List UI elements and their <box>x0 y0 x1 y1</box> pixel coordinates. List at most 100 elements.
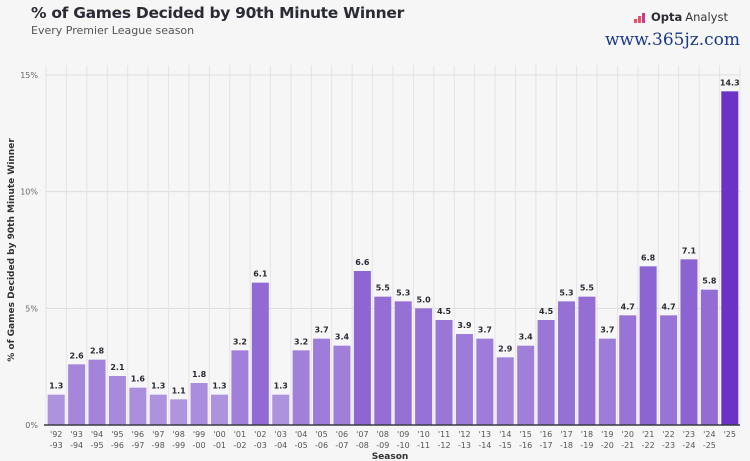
bar <box>476 338 494 425</box>
x-tick-label: -00 <box>193 441 206 450</box>
x-tick-label: '16 <box>540 430 552 439</box>
bar <box>170 399 188 425</box>
x-tick-label: -20 <box>601 441 614 450</box>
x-tick-label: '00 <box>213 430 225 439</box>
x-tick-label: '99 <box>193 430 205 439</box>
x-tick-label: '02 <box>254 430 266 439</box>
x-tick-label: '92 <box>50 430 62 439</box>
x-tick-label: -94 <box>70 441 83 450</box>
bar-value-label: 5.0 <box>417 295 432 304</box>
x-tick-label: -22 <box>642 441 655 450</box>
bar <box>68 364 86 425</box>
x-tick-label: -02 <box>233 441 246 450</box>
bar-value-label: 3.2 <box>294 337 308 346</box>
x-tick-label: -97 <box>131 441 144 450</box>
x-tick-label: '22 <box>662 430 674 439</box>
bar <box>47 394 65 425</box>
bar-value-label: 4.5 <box>437 307 452 316</box>
x-tick-label: -01 <box>213 441 226 450</box>
x-tick-label: -03 <box>254 441 267 450</box>
x-tick-label: '08 <box>377 430 389 439</box>
x-tick-label: '01 <box>234 430 246 439</box>
y-tick-label: 5% <box>25 304 38 313</box>
x-tick-label: '05 <box>315 430 327 439</box>
bar <box>619 315 637 425</box>
x-tick-label: -15 <box>499 441 512 450</box>
opta-analyst-logo: Opta Analyst <box>634 10 728 24</box>
bar <box>537 320 555 425</box>
x-tick-label: '95 <box>111 430 123 439</box>
bar-value-label: 3.7 <box>600 326 614 335</box>
x-axis-title: Season <box>372 452 409 461</box>
x-tick-label: -04 <box>274 441 287 450</box>
y-tick-label: 15% <box>20 71 38 80</box>
bar <box>333 345 351 425</box>
x-tick-label: -17 <box>540 441 553 450</box>
x-tick-label: -10 <box>397 441 410 450</box>
x-tick-label: -13 <box>458 441 471 450</box>
bar-value-label: 1.8 <box>192 370 207 379</box>
chart-subtitle: Every Premier League season <box>31 24 195 37</box>
bar-value-label: 3.2 <box>233 337 247 346</box>
x-tick-label: -95 <box>90 441 103 450</box>
logo-bars-icon <box>634 13 646 23</box>
x-tick-label: '20 <box>622 430 634 439</box>
x-tick-label: '10 <box>417 430 429 439</box>
bar-value-label: 5.3 <box>396 288 410 297</box>
x-tick-label: '04 <box>295 430 307 439</box>
brand-light: Analyst <box>685 10 728 24</box>
bar-value-label: 1.6 <box>131 375 146 384</box>
bar <box>517 345 535 425</box>
x-tick-label: '15 <box>519 430 531 439</box>
bar-value-label: 5.8 <box>702 277 717 286</box>
x-tick-label: '13 <box>479 430 491 439</box>
bar <box>598 338 616 425</box>
bar <box>639 266 657 425</box>
bar <box>129 387 147 425</box>
bar <box>496 357 514 425</box>
x-tick-label: '98 <box>172 430 184 439</box>
x-tick-label: -93 <box>50 441 63 450</box>
x-tick-label: '03 <box>275 430 287 439</box>
chart-title: % of Games Decided by 90th Minute Winner <box>31 4 404 22</box>
bar <box>558 301 575 425</box>
bar <box>190 383 208 425</box>
x-tick-label: -96 <box>111 441 124 450</box>
bar <box>394 301 412 425</box>
brand-bold: Opta <box>651 10 683 24</box>
bar-value-label: 1.1 <box>172 386 187 395</box>
bar-value-label: 4.5 <box>539 307 554 316</box>
bar-value-label: 5.3 <box>559 288 573 297</box>
x-tick-label: -24 <box>682 441 695 450</box>
x-tick-label: '25 <box>724 430 736 439</box>
x-tick-label: '11 <box>438 430 450 439</box>
watermark: www.365jz.com <box>605 30 740 50</box>
bar <box>88 359 106 425</box>
x-tick-label: -08 <box>356 441 369 450</box>
bar-value-label: 1.3 <box>151 382 165 391</box>
x-tick-label: '14 <box>499 430 511 439</box>
bar-value-label: 6.6 <box>355 258 370 267</box>
bar-value-label: 2.9 <box>498 344 513 353</box>
x-tick-label: '18 <box>581 430 593 439</box>
bar <box>313 338 331 425</box>
bar <box>108 376 126 425</box>
bar-value-label: 4.7 <box>661 302 675 311</box>
bar <box>374 296 392 425</box>
x-tick-label: '21 <box>642 430 654 439</box>
x-tick-label: '07 <box>356 430 368 439</box>
x-tick-label: '94 <box>91 430 103 439</box>
x-tick-label: -19 <box>580 441 593 450</box>
x-tick-label: -05 <box>295 441 308 450</box>
bar-value-label: 6.8 <box>641 253 656 262</box>
bar <box>578 296 596 425</box>
x-tick-label: '23 <box>683 430 695 439</box>
bar-value-label: 2.1 <box>110 363 125 372</box>
x-tick-label: -25 <box>703 441 716 450</box>
bar-value-label: 1.3 <box>212 382 226 391</box>
x-tick-label: '93 <box>70 430 82 439</box>
bar <box>680 259 698 425</box>
bar <box>231 350 249 425</box>
x-tick-label: '19 <box>601 430 613 439</box>
